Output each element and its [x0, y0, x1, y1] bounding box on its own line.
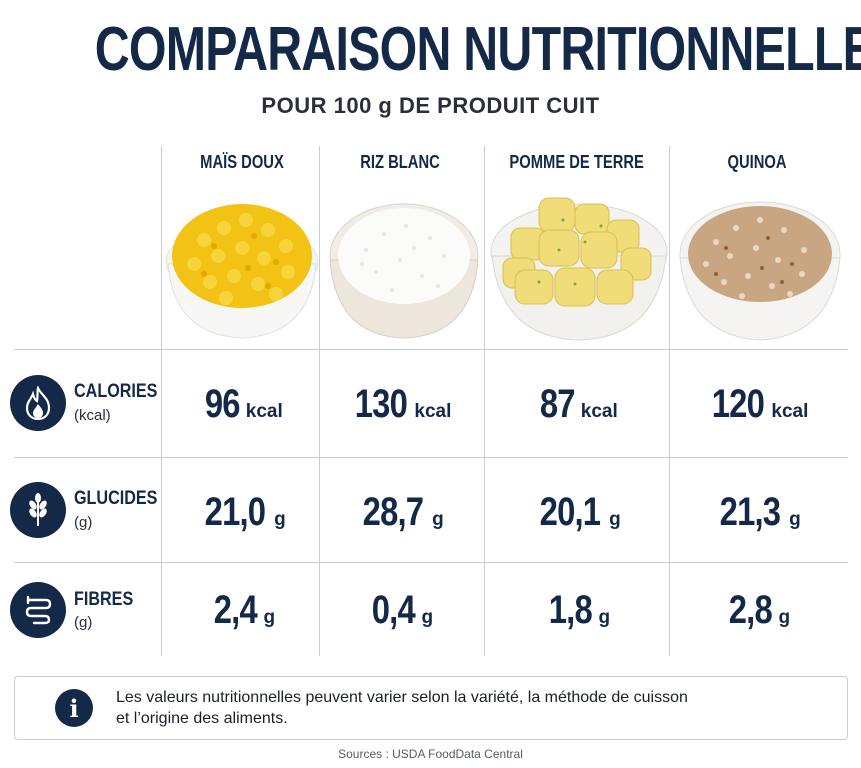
- grid-line: [161, 146, 162, 656]
- flame-icon: [10, 375, 66, 431]
- value-number: 2,4: [213, 588, 258, 632]
- value-unit: g: [263, 607, 276, 628]
- grid-line: [319, 146, 320, 656]
- value-cell: 0,4 g: [320, 588, 480, 633]
- value-unit: g: [609, 509, 621, 530]
- value-cell: 20,1 g: [497, 490, 657, 535]
- column-header-pomme-de-terre: POMME DE TERRE: [509, 152, 644, 172]
- value-unit: g: [789, 509, 801, 530]
- potato-bowl-image: [490, 197, 668, 341]
- value-cell: 2,4 g: [162, 588, 322, 633]
- grid-line: [484, 146, 485, 656]
- value-number: 2,8: [728, 588, 773, 632]
- value-number: 20,1: [539, 490, 601, 534]
- note-line-2: et l’origine des aliments.: [116, 710, 288, 727]
- row-label-glucides: GLUCIDES: [74, 488, 158, 509]
- grid-line: [14, 349, 848, 350]
- intestine-icon: [10, 582, 66, 638]
- value-number: 130: [354, 382, 407, 426]
- info-glyph: i: [69, 694, 78, 723]
- value-number: 21,3: [719, 490, 781, 534]
- info-icon: i: [55, 689, 93, 727]
- value-cell: 1,8 g: [497, 588, 657, 633]
- info-note: i Les valeurs nutritionnelles peuvent va…: [14, 676, 848, 740]
- value-number: 120: [711, 382, 764, 426]
- value-cell: 21,3 g: [677, 490, 837, 535]
- row-unit-calories: (kcal): [74, 407, 111, 424]
- source-footer: Sources : USDA FoodData Central: [338, 747, 523, 761]
- value-cell: 130 kcal: [320, 382, 480, 427]
- note-line-1: Les valeurs nutritionnelles peuvent vari…: [116, 689, 688, 706]
- grid-line: [14, 457, 848, 458]
- value-unit: kcal: [414, 401, 452, 422]
- corn-bowl-image: [165, 204, 319, 339]
- value-unit: g: [421, 607, 434, 628]
- value-unit: g: [274, 509, 286, 530]
- value-cell: 87 kcal: [497, 382, 657, 427]
- column-header-quinoa: QUINOA: [727, 152, 787, 172]
- row-label-calories: CALORIES: [74, 381, 158, 402]
- grid-line: [669, 146, 670, 656]
- page-title: COMPARAISON NUTRITIONNELLE: [94, 15, 861, 84]
- wheat-icon: [10, 482, 66, 538]
- value-cell: 2,8 g: [677, 588, 837, 633]
- value-number: 1,8: [548, 588, 593, 632]
- quinoa-bowl-image: [679, 201, 841, 341]
- value-cell: 21,0 g: [162, 490, 322, 535]
- column-header-riz: RIZ BLANC: [360, 152, 440, 172]
- row-label-fibres: FIBRES: [74, 589, 134, 610]
- note-text: Les valeurs nutritionnelles peuvent vari…: [116, 687, 796, 729]
- value-number: 28,7: [362, 490, 424, 534]
- value-number: 21,0: [204, 490, 266, 534]
- row-unit-fibres: (g): [74, 614, 93, 631]
- value-unit: kcal: [771, 401, 809, 422]
- row-unit-glucides: (g): [74, 514, 93, 531]
- value-unit: kcal: [245, 401, 283, 422]
- column-header-mais: MAÏS DOUX: [200, 152, 284, 172]
- value-unit: kcal: [580, 401, 618, 422]
- grid-line: [14, 562, 848, 563]
- value-number: 0,4: [371, 588, 416, 632]
- value-unit: g: [598, 607, 611, 628]
- page-subtitle: POUR 100 g DE PRODUIT CUIT: [261, 93, 600, 118]
- value-unit: g: [778, 607, 791, 628]
- value-number: 96: [205, 382, 241, 426]
- value-number: 87: [540, 382, 576, 426]
- rice-bowl-image: [329, 203, 479, 339]
- value-unit: g: [432, 509, 444, 530]
- value-cell: 120 kcal: [677, 382, 837, 427]
- value-cell: 96 kcal: [162, 382, 322, 427]
- value-cell: 28,7 g: [320, 490, 480, 535]
